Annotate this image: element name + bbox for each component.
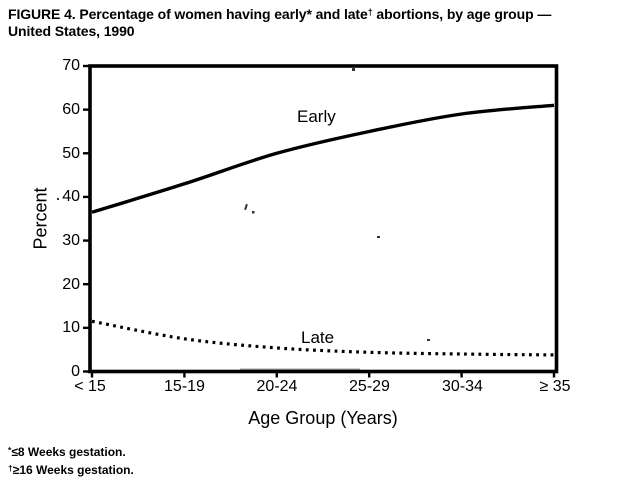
footnote-late-text: ≥16 Weeks gestation.	[12, 462, 134, 477]
title-text: FIGURE 4. Percentage of women having ear…	[8, 6, 368, 22]
y-axis-title: Percent	[30, 187, 51, 250]
y-tick-label: 50	[62, 144, 80, 162]
early-line	[91, 103, 555, 214]
x-tick-label: ≥ 35	[539, 378, 571, 395]
x-axis-title: Age Group (Years)	[248, 408, 398, 428]
y-tick-label: 40	[62, 188, 80, 205]
x-axis-ticks	[90, 371, 556, 378]
footnote-late: †≥16 Weeks gestation.	[8, 461, 134, 479]
figure-title-line2: United States, 1990	[8, 22, 135, 39]
early-series-label: Early	[297, 107, 336, 126]
y-tick-label: 20	[62, 275, 80, 293]
late-series-label: Late	[301, 328, 335, 347]
footnote-early-text: ≤8 Weeks gestation.	[11, 445, 126, 459]
y-tick-label: 10	[62, 319, 80, 336]
x-tick-label: 20-24	[256, 378, 298, 395]
x-tick-label: 15-19	[164, 378, 205, 395]
asterisk-marker: *	[8, 445, 12, 455]
title-text-cont: abortions, by age group —	[372, 6, 552, 22]
y-tick-label: 0	[71, 363, 80, 380]
y-axis-ticks	[83, 64, 90, 373]
late-line	[91, 319, 555, 357]
x-tick-label: < 15	[74, 378, 106, 395]
footnote-early: *≤8 Weeks gestation.	[8, 443, 134, 461]
scan-specks	[57, 68, 430, 371]
figure-title-line1: FIGURE 4. Percentage of women having ear…	[8, 4, 551, 23]
figure-title: FIGURE 4. Percentage of women having ear…	[8, 4, 551, 39]
y-tick-label: 70	[62, 57, 80, 74]
y-tick-label: 60	[62, 100, 80, 118]
dagger-marker: †	[8, 462, 13, 473]
x-tick-label: 30-34	[442, 378, 483, 395]
y-tick-label: 30	[62, 232, 80, 249]
dagger-superscript: †	[367, 7, 373, 17]
plot-frame	[88, 64, 559, 374]
footnotes: *≤8 Weeks gestation. †≥16 Weeks gestatio…	[8, 443, 134, 478]
x-tick-label: 25-29	[349, 378, 390, 395]
